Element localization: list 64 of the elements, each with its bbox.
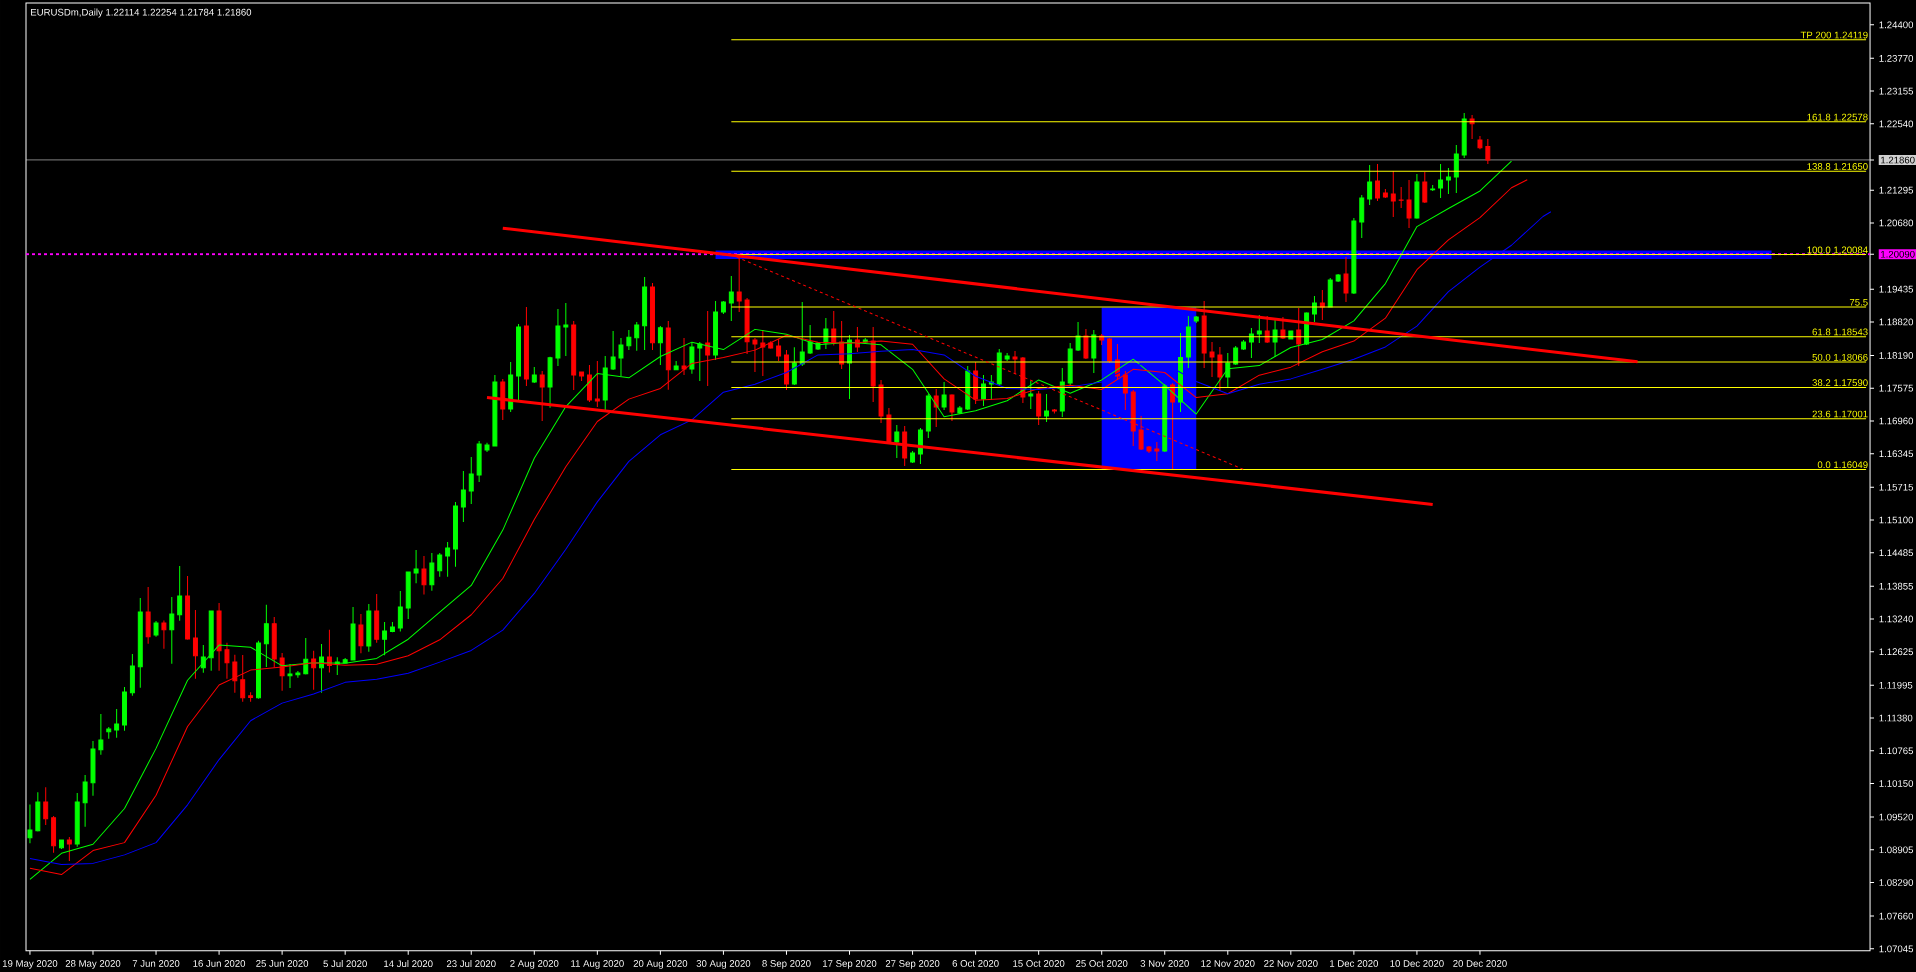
x-tick-label: 23 Jul 2020 [446, 960, 496, 968]
x-tick-label: 25 Jun 2020 [256, 960, 309, 967]
y-tick-label: 1.08290 [1879, 879, 1914, 886]
y-tick-label: 1.11995 [1879, 681, 1913, 689]
x-tick-label: 15 Oct 2020 [1013, 960, 1065, 967]
y-tick-label: 1.19435 [1879, 285, 1914, 293]
x-tick-label: 17 Sep 2020 [823, 960, 877, 969]
x-tick-label: 30 Aug 2020 [696, 960, 751, 969]
y-tick-label: 1.16345 [1879, 450, 1914, 458]
series-label: 138.8 1.21650 [1807, 163, 1868, 170]
y-tick-label: 1.13240 [1879, 615, 1914, 623]
series-label: 61.8 1.18543 [1812, 328, 1868, 336]
series-label: TP 200 1.24119 [1800, 31, 1868, 39]
series-label: 100.0 1.20084 [1807, 246, 1868, 254]
x-tick-label: 14 Jul 2020 [384, 960, 433, 968]
y-tick-label: 1.24400 [1879, 21, 1914, 29]
series-label: 161.8 1.22578 [1807, 113, 1868, 121]
x-tick-label: 8 Sep 2020 [762, 960, 811, 969]
x-tick-label: 3 Nov 2020 [1140, 960, 1189, 967]
x-tick-label: 1 Dec 2020 [1330, 960, 1379, 967]
y-tick-label: 1.23770 [1879, 54, 1914, 62]
series-label: 38.2 1.17590 [1812, 379, 1868, 387]
x-tick-label: 5 Jul 2020 [323, 960, 367, 968]
y-tick-label: 1.23155 [1879, 87, 1914, 95]
y-tick-label: 1.13855 [1879, 582, 1914, 590]
y-tick-label: 1.10765 [1879, 747, 1914, 755]
x-tick-label: 2 Aug 2020 [510, 960, 559, 969]
y-tick-label: 1.21860 [1881, 156, 1915, 164]
y-tick-label: 1.07045 [1879, 945, 1914, 953]
y-tick-label: 1.20090 [1881, 250, 1915, 258]
y-tick-label: 1.18820 [1879, 318, 1914, 326]
text: EURUSDm,Daily 1.22114 1.22254 1.21784 1.21860 [31, 8, 252, 18]
y-tick-label: 1.08905 [1879, 846, 1914, 854]
x-tick-label: 20 Dec 2020 [1453, 960, 1507, 967]
x-tick-label: 27 Sep 2020 [885, 960, 940, 969]
series-label: 23.6 1.17001 [1812, 410, 1868, 418]
x-tick-label: 6 Oct 2020 [952, 960, 999, 967]
x-tick-label: 10 Dec 2020 [1390, 960, 1444, 967]
series-label: 50.0 1.18066 [1812, 353, 1868, 361]
x-tick-label: 28 May 2020 [65, 960, 121, 969]
y-tick-label: 1.16960 [1879, 417, 1914, 425]
y-tick-label: 1.15100 [1879, 516, 1914, 524]
x-tick-label: 11 Aug 2020 [571, 960, 624, 969]
y-tick-label: 1.21295 [1879, 186, 1914, 194]
y-tick-label: 1.12625 [1879, 648, 1914, 656]
y-tick-label: 1.20680 [1879, 219, 1914, 227]
y-tick-label: 1.09520 [1879, 813, 1914, 821]
x-tick-label: 7 Jun 2020 [132, 960, 180, 967]
y-tick-label: 1.15715 [1879, 483, 1914, 491]
y-tick-label: 1.14485 [1879, 549, 1914, 557]
y-tick-label: 1.17575 [1879, 384, 1914, 392]
y-tick-label: 1.10150 [1879, 780, 1914, 787]
x-tick-label: 16 Jun 2020 [193, 960, 246, 967]
series-label: 75.5 [1849, 298, 1868, 306]
y-tick-label: 1.11380 [1879, 714, 1913, 722]
x-tick-label: 22 Nov 2020 [1264, 960, 1318, 967]
series-label: 0.0 1.16049 [1817, 461, 1868, 469]
x-tick-label: 25 Oct 2020 [1076, 960, 1128, 967]
y-tick-label: 1.18190 [1879, 352, 1914, 359]
x-tick-label: 12 Nov 2020 [1201, 960, 1255, 967]
x-tick-label: 19 May 2020 [2, 960, 58, 969]
y-tick-label: 1.07660 [1879, 912, 1914, 920]
x-tick-label: 20 Aug 2020 [633, 960, 688, 969]
y-tick-label: 1.22540 [1879, 120, 1914, 128]
